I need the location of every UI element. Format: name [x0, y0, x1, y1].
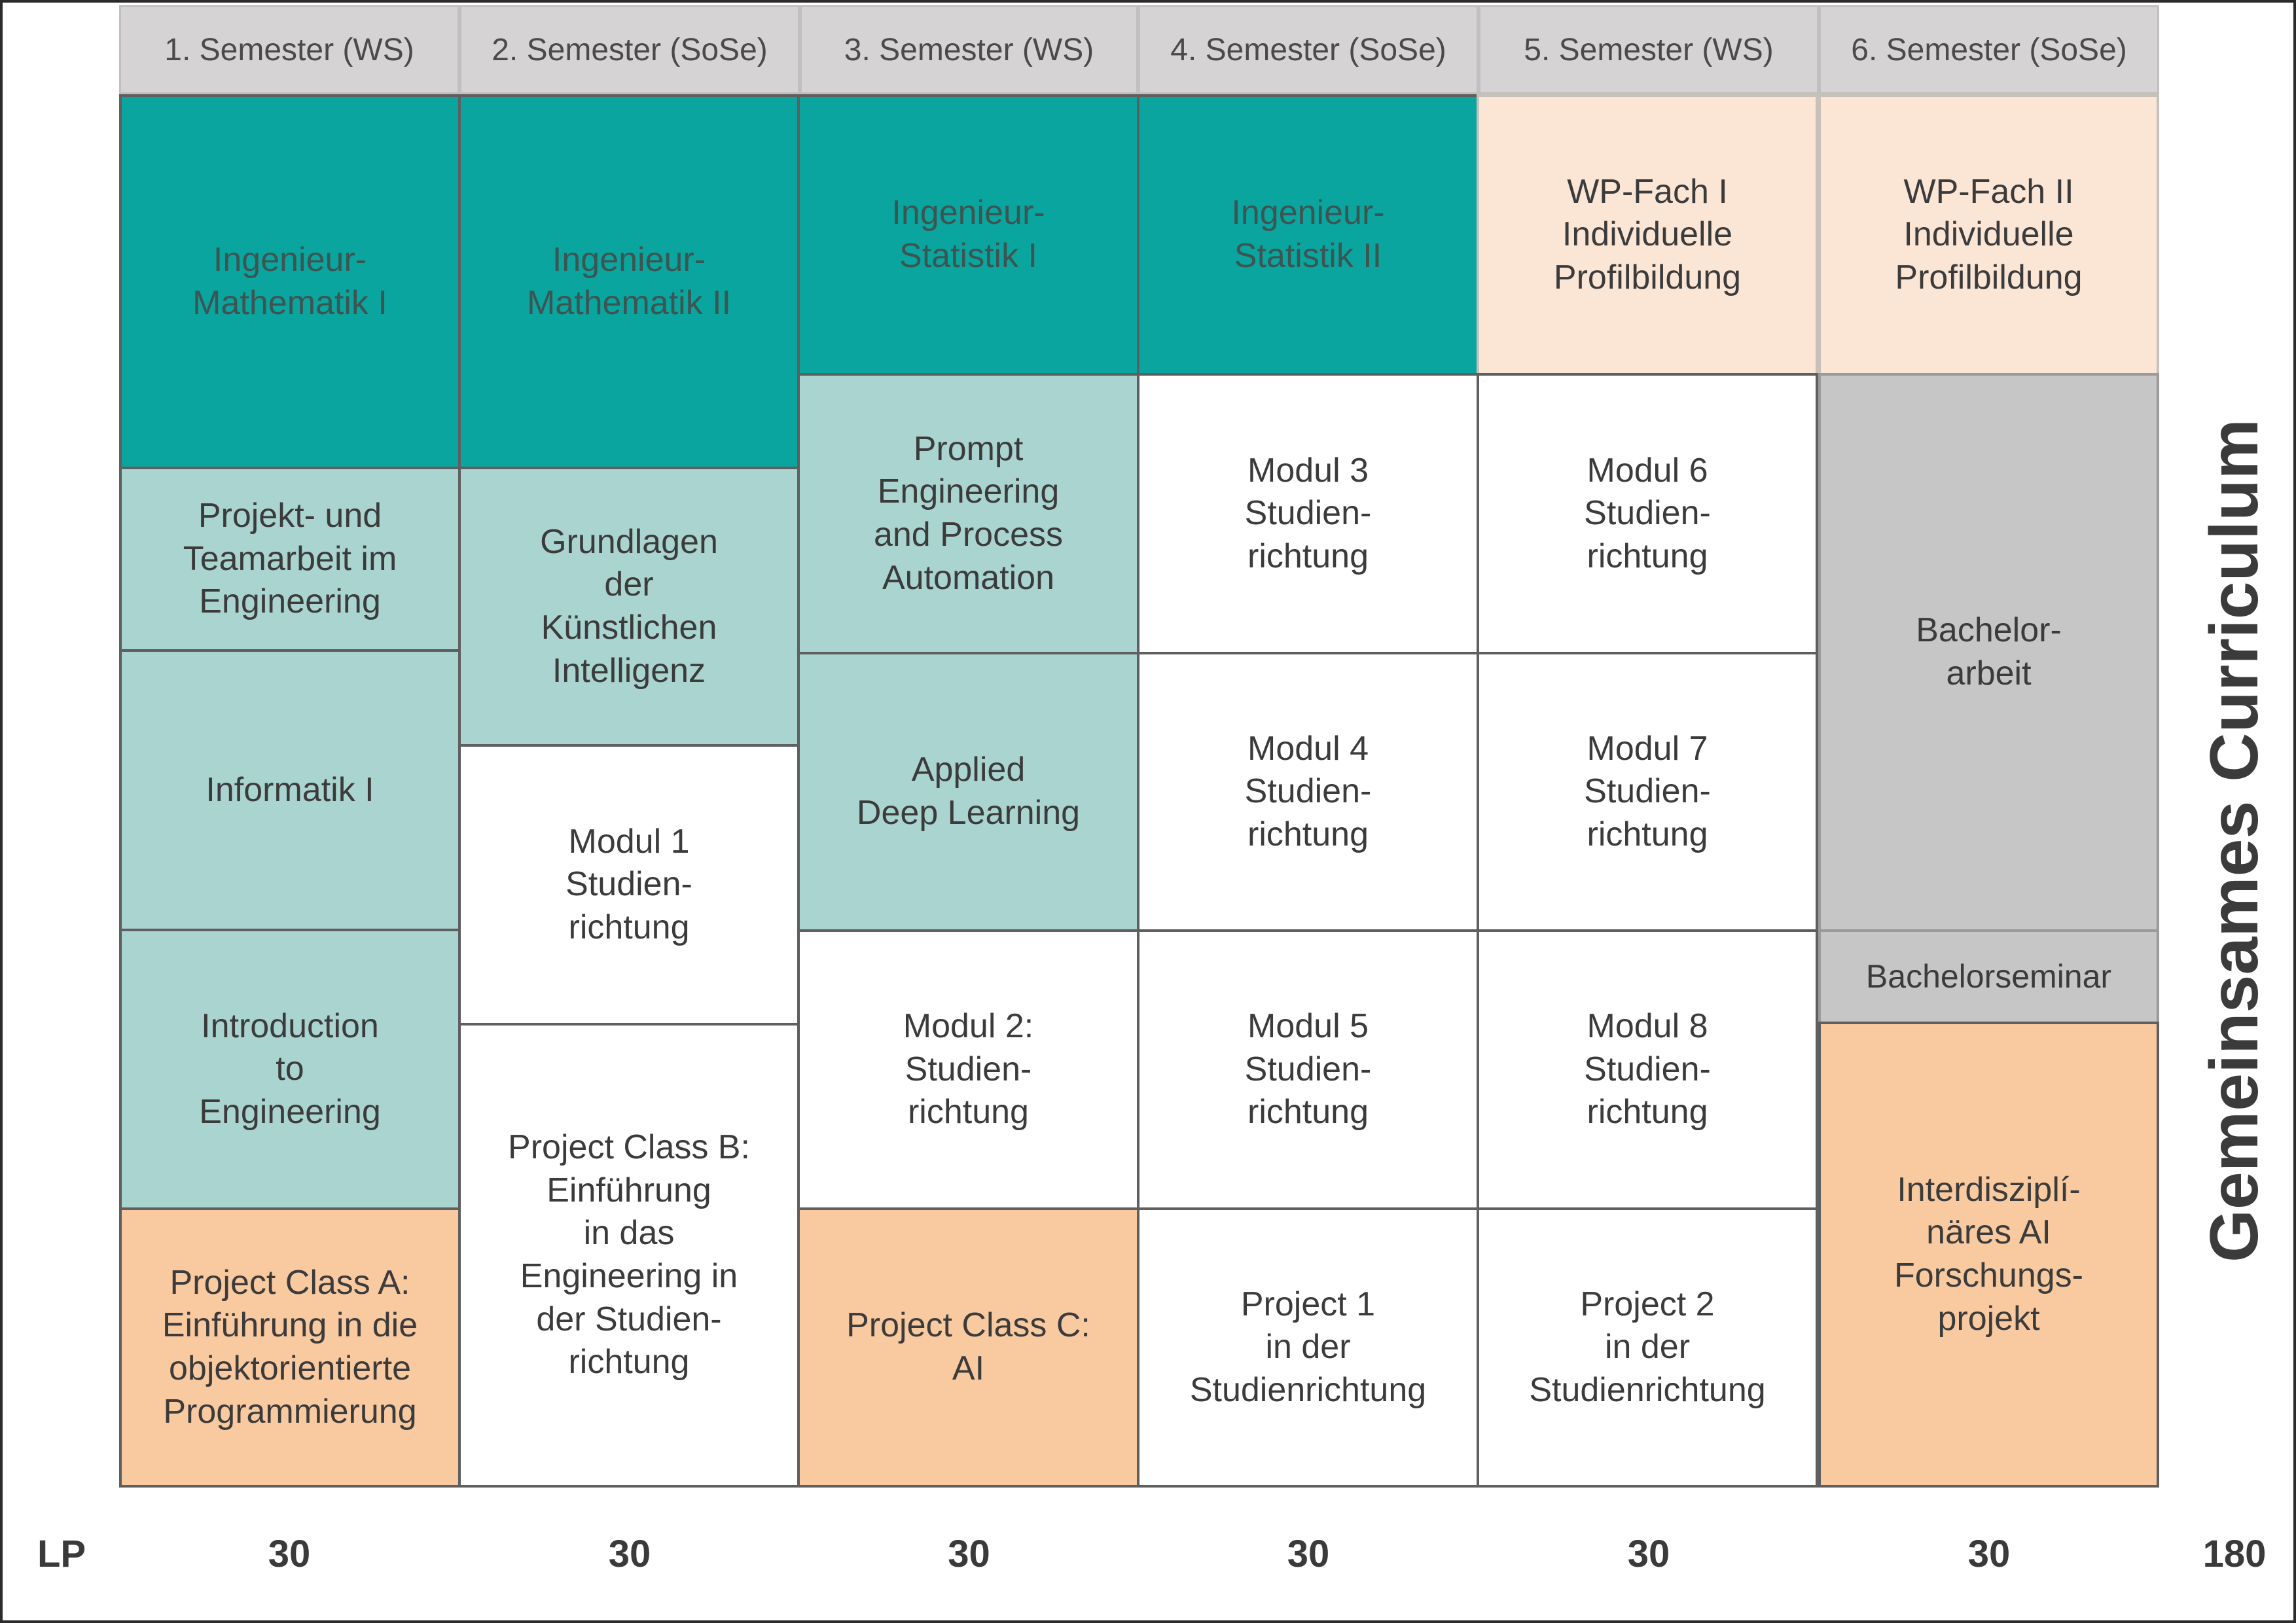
module-ingenieur-statistik-1: Ingenieur- Statistik I [797, 94, 1139, 376]
module-project-class-a: Project Class A: Einführung in die objek… [119, 1207, 461, 1488]
module-informatik-1: Informatik I [119, 649, 461, 931]
side-title: Gemeinsames Curriculum [2189, 356, 2280, 1325]
lp-semester-1: 30 [268, 1532, 311, 1575]
lp-total: 180 [2202, 1532, 2267, 1575]
module-project-1: Project 1 in der Studienrichtung [1137, 1207, 1479, 1488]
semester-header-5: 5. Semester (WS) [1479, 5, 1819, 94]
semester-header-6: 6. Semester (SoSe) [1819, 5, 2159, 94]
lp-label: LP [37, 1532, 86, 1575]
module-modul-1-studienrichtung: Modul 1 Studien- richtung [458, 744, 800, 1026]
side-title-text: Gemeinsames Curriculum [2196, 418, 2272, 1262]
lp-semester-4: 30 [1287, 1532, 1330, 1575]
lp-semester-5: 30 [1627, 1532, 1670, 1575]
module-ingenieur-statistik-2: Ingenieur- Statistik II [1137, 94, 1479, 376]
module-wp-fach-2: WP-Fach II Individuelle Profilbildung [1818, 94, 2159, 376]
module-introduction-to-engineering: Introduction to Engineering [119, 929, 461, 1210]
module-modul-5-studienrichtung: Modul 5 Studien- richtung [1137, 929, 1479, 1210]
module-modul-6-studienrichtung: Modul 6 Studien- richtung [1477, 373, 1818, 654]
lp-semester-3: 30 [948, 1532, 990, 1575]
module-ingenieur-mathematik-2: Ingenieur- Mathematik II [458, 94, 800, 469]
module-grundlagen-ki: Grundlagen der Künstlichen Intelligenz [458, 467, 800, 747]
semester-header-3: 3. Semester (WS) [800, 5, 1138, 94]
module-project-class-b: Project Class B: Einführung in das Engin… [458, 1023, 800, 1488]
module-modul-7-studienrichtung: Modul 7 Studien- richtung [1477, 652, 1818, 932]
module-interdisziplinaeres-forschungsprojekt: Interdisziplí- näres AI Forschungs- proj… [1818, 1022, 2159, 1488]
semester-header-1: 1. Semester (WS) [119, 5, 459, 94]
semester-header-2: 2. Semester (SoSe) [459, 5, 800, 94]
module-prompt-engineering: Prompt Engineering and Process Automatio… [797, 373, 1139, 654]
module-ingenieur-mathematik-1: Ingenieur- Mathematik I [119, 94, 461, 469]
module-projekt-teamarbeit: Projekt- und Teamarbeit im Engineering [119, 467, 461, 652]
module-modul-3-studienrichtung: Modul 3 Studien- richtung [1137, 373, 1479, 654]
module-bachelorseminar: Bachelorseminar [1818, 929, 2159, 1024]
module-project-class-c: Project Class C: AI [797, 1207, 1139, 1488]
module-bachelorarbeit: Bachelor- arbeit [1818, 373, 2159, 932]
module-modul-4-studienrichtung: Modul 4 Studien- richtung [1137, 652, 1479, 932]
lp-semester-2: 30 [608, 1532, 651, 1575]
module-modul-8-studienrichtung: Modul 8 Studien- richtung [1477, 929, 1818, 1210]
module-wp-fach-1: WP-Fach I Individuelle Profilbildung [1477, 94, 1818, 376]
module-modul-2-studienrichtung: Modul 2: Studien- richtung [797, 929, 1139, 1210]
semester-header-4: 4. Semester (SoSe) [1138, 5, 1479, 94]
module-project-2: Project 2 in der Studienrichtung [1477, 1207, 1818, 1488]
module-applied-deep-learning: Applied Deep Learning [797, 652, 1139, 932]
lp-semester-6: 30 [1967, 1532, 2011, 1575]
